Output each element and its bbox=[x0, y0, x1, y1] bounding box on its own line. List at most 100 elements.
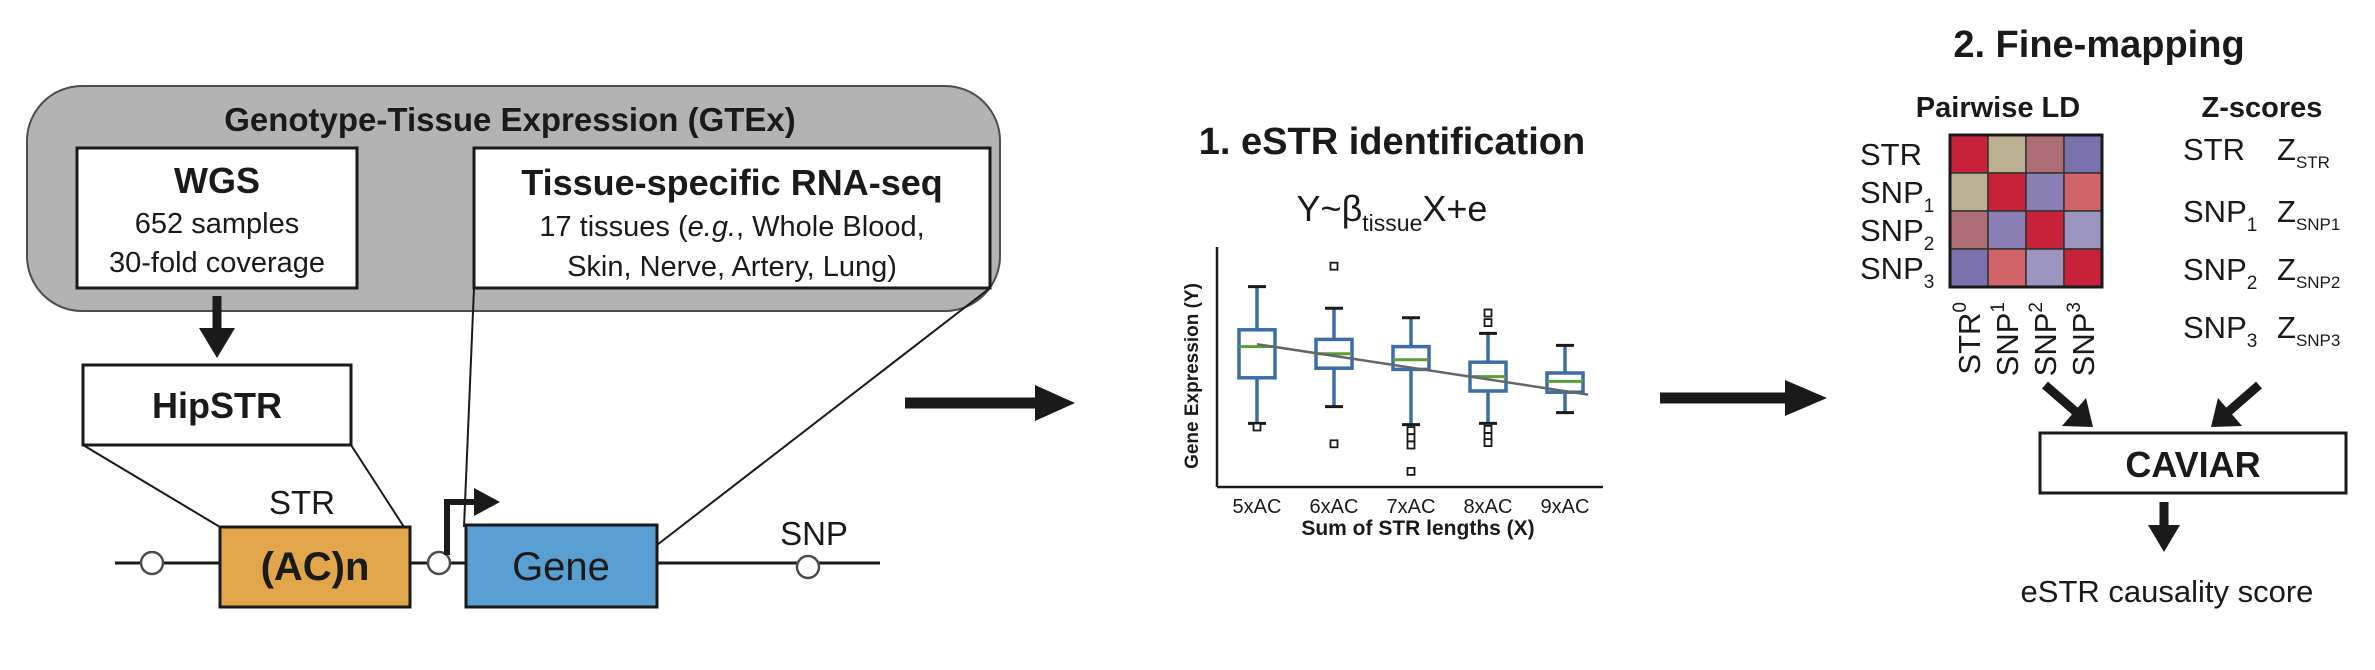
ld-cell bbox=[1987, 172, 2027, 212]
hipstr-box bbox=[81, 363, 353, 447]
wgs-box bbox=[75, 146, 359, 290]
ld-cell bbox=[2063, 248, 2103, 288]
ld-row-label: STR bbox=[1860, 137, 1922, 172]
outlier-point bbox=[1406, 433, 1416, 443]
gene-box bbox=[464, 523, 659, 609]
zscore-value: ZSNP3 bbox=[2277, 310, 2340, 350]
ld-col-label: SNP2 bbox=[2026, 302, 2063, 376]
ld-row-label: SNP1 bbox=[1860, 175, 1934, 217]
y-axis-label: Gene Expression (Y) bbox=[1182, 283, 1203, 469]
zscore-rows: STR ZSTR SNP1 ZSNP1 SNP2 ZSNP2 SNP3 ZSNP3 bbox=[2183, 132, 2340, 352]
finemap-title: 2. Fine-mapping bbox=[1953, 24, 2244, 66]
outlier-point bbox=[1483, 424, 1493, 434]
rnaseq-title: Tissue-specific RNA-seq bbox=[521, 162, 942, 203]
rnaseq-tissues: 17 tissues (e.g., Whole Blood, bbox=[539, 211, 924, 243]
zscores-title: Z-scores bbox=[2202, 92, 2323, 124]
hipstr-zoom-right bbox=[350, 444, 405, 528]
str-box-label: (AC)n bbox=[261, 545, 370, 589]
zscore-variant: SNP2 bbox=[2183, 252, 2257, 294]
outlier-point bbox=[1329, 261, 1339, 271]
zscore-to-caviar-arrow bbox=[2211, 381, 2262, 427]
outlier-point bbox=[1406, 466, 1416, 476]
ld-cell bbox=[2025, 134, 2065, 174]
ld-matrix-border bbox=[1948, 133, 2104, 289]
zscore-variant: SNP1 bbox=[2183, 194, 2257, 236]
zscore-variant: SNP3 bbox=[2183, 310, 2257, 352]
hipstr-label: HipSTR bbox=[152, 385, 282, 426]
wgs-title: WGS bbox=[174, 160, 260, 201]
arrow-to-finemap bbox=[1660, 380, 1827, 416]
ld-cell bbox=[2025, 210, 2065, 250]
outlier-point bbox=[1406, 440, 1416, 450]
ld-cell bbox=[2063, 210, 2103, 250]
zscore-variant: STR bbox=[2183, 132, 2245, 167]
zscore-value: ZSTR bbox=[2277, 132, 2330, 172]
ld-cell bbox=[2063, 134, 2103, 174]
estr-title: 1. eSTR identification bbox=[1199, 121, 1585, 163]
outlier-point bbox=[1329, 439, 1339, 449]
x-tick-label: 5xAC bbox=[1233, 496, 1282, 518]
ld-cell bbox=[1987, 134, 2027, 174]
rnaseq-zoom-left bbox=[463, 287, 475, 528]
snp-marker-left bbox=[139, 550, 165, 576]
iqr-box bbox=[1237, 328, 1277, 380]
plot-area bbox=[1237, 261, 1589, 476]
ld-to-caviar-arrow bbox=[2042, 381, 2093, 427]
rnaseq-tissues-line2: Skin, Nerve, Artery, Lung) bbox=[567, 251, 897, 283]
ld-col-label: SNP1 bbox=[1988, 302, 2025, 376]
box-7xAC bbox=[1391, 316, 1431, 476]
zscore-row: STR ZSTR bbox=[2183, 132, 2330, 172]
promoter-arrow bbox=[444, 499, 478, 555]
wgs-coverage: 30-fold coverage bbox=[109, 247, 325, 279]
ld-matrix bbox=[1948, 133, 2104, 289]
zscore-row: SNP1 ZSNP1 bbox=[2183, 194, 2340, 236]
locus: STR (AC)n Gene SNP bbox=[115, 484, 880, 609]
outlier-point bbox=[1483, 318, 1493, 328]
zscore-value: ZSNP1 bbox=[2277, 194, 2340, 234]
outlier-point bbox=[1483, 438, 1493, 448]
outlier-point bbox=[1252, 422, 1262, 432]
ld-cell bbox=[1949, 172, 1989, 212]
ld-cell bbox=[1949, 210, 1989, 250]
caviar-label: CAVIAR bbox=[2125, 444, 2260, 485]
gene-box-label: Gene bbox=[512, 545, 610, 589]
str-label: STR bbox=[269, 484, 335, 521]
promoter-arrow-head bbox=[474, 488, 500, 516]
outlier-point bbox=[1406, 426, 1416, 436]
zscore-row: SNP2 ZSNP2 bbox=[2183, 252, 2340, 294]
caviar-box bbox=[2038, 431, 2348, 495]
outlier-point bbox=[1483, 308, 1493, 318]
x-tick-label: 6xAC bbox=[1310, 496, 1359, 518]
estr-panel: 1. eSTR identification Y~βtissueX+e 5xAC… bbox=[1182, 121, 1603, 540]
ld-row-label: SNP2 bbox=[1860, 213, 1934, 255]
ld-cell bbox=[2063, 172, 2103, 212]
gtex-panel: Genotype-Tissue Expression (GTEx) WGS 65… bbox=[26, 85, 1001, 312]
x-tick-label: 7xAC bbox=[1387, 496, 1436, 518]
ld-cell bbox=[1987, 210, 2027, 250]
caviar-to-output-arrow bbox=[2148, 502, 2180, 552]
finemap-panel: 2. Fine-mapping Pairwise LD STRSNP1SNP2S… bbox=[1860, 24, 2348, 609]
ld-col-label: SNP3 bbox=[2064, 302, 2101, 376]
x-tick-label: 8xAC bbox=[1464, 496, 1513, 518]
ld-col-label: STR0 bbox=[1950, 302, 1987, 375]
iqr-box bbox=[1391, 344, 1431, 372]
ld-cell bbox=[2025, 172, 2065, 212]
ld-cell bbox=[2025, 248, 2065, 288]
wgs-samples: 652 samples bbox=[135, 208, 299, 240]
causality-score-label: eSTR causality score bbox=[2021, 574, 2314, 609]
x-axis-label: Sum of STR lengths (X) bbox=[1301, 517, 1534, 540]
snp-label: SNP bbox=[780, 515, 848, 552]
arrow-to-estr bbox=[905, 385, 1075, 421]
box-9xAC bbox=[1545, 343, 1585, 415]
x-tick-label: 9xAC bbox=[1541, 496, 1590, 518]
gtex-title: Genotype-Tissue Expression (GTEx) bbox=[224, 101, 796, 138]
ld-cell bbox=[1949, 248, 1989, 288]
box-5xAC bbox=[1237, 285, 1277, 432]
wgs-to-hipstr-arrow bbox=[199, 296, 235, 358]
x-tick-labels: 5xAC 6xAC 7xAC 8xAC 9xAC bbox=[1233, 496, 1590, 518]
ld-cell bbox=[1987, 248, 2027, 288]
estr-boxplot: 5xAC 6xAC 7xAC 8xAC 9xAC Sum of STR lengths … bbox=[1182, 247, 1603, 540]
